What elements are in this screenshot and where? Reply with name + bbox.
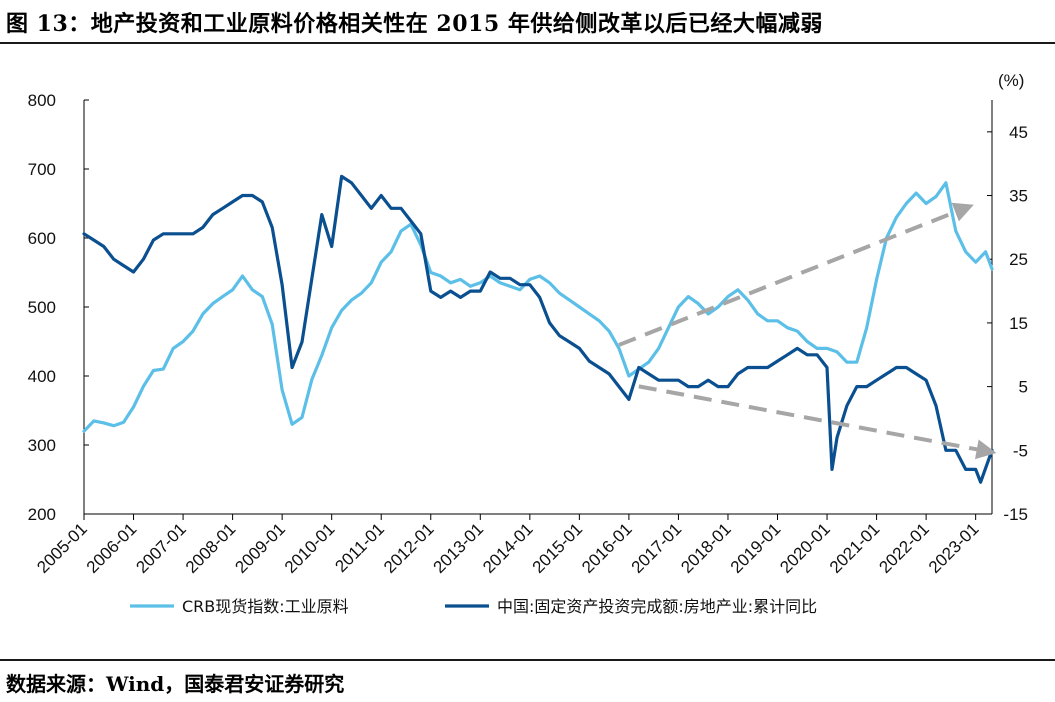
- series-layer: [82, 174, 994, 484]
- left-tick-label: 200: [28, 505, 56, 524]
- crb-series-line: [82, 181, 994, 433]
- legend-label: CRB现货指数:工业原料: [182, 597, 349, 616]
- chart-axes: 200 300 400 500 600 700 800 -15 -5 5 15 25 35 45 (%) 20…: [28, 71, 1028, 577]
- left-tick-label: 800: [28, 91, 56, 110]
- source-rule: [0, 659, 1055, 661]
- x-tick-label: 2012-01: [380, 519, 438, 577]
- x-tick-label: 2014-01: [479, 519, 537, 577]
- trend-arrow-up: [618, 202, 974, 347]
- x-tick-label: 2006-01: [83, 519, 141, 577]
- x-tick-label: 2015-01: [529, 519, 587, 577]
- figure-title: 图 13：地产投资和工业原料价格相关性在 2015 年供给侧改革以后已经大幅减弱: [6, 11, 823, 37]
- right-axis-unit: (%): [998, 71, 1024, 90]
- chart-legend: CRB现货指数:工业原料 中国:固定资产投资完成额:房地产业:累计同比: [130, 597, 817, 616]
- x-tick-label: 2007-01: [132, 519, 190, 577]
- data-source: 数据来源：Wind，国泰君安证券研究: [6, 672, 345, 696]
- title-rule: [0, 42, 1055, 44]
- x-tick-label: 2016-01: [578, 519, 636, 577]
- real-estate-fai-series-line: [82, 174, 994, 484]
- x-tick-label: 2021-01: [826, 519, 884, 577]
- annotation-layer: [618, 202, 997, 460]
- right-tick-label: -5: [1013, 441, 1028, 460]
- x-tick-label: 2020-01: [776, 519, 834, 577]
- trend-arrow-down: [638, 384, 997, 460]
- x-tick-label: 2017-01: [628, 519, 686, 577]
- legend-label: 中国:固定资产投资完成额:房地产业:累计同比: [497, 597, 817, 616]
- right-tick-label: -15: [1003, 505, 1028, 524]
- title-bar: 图 13：地产投资和工业原料价格相关性在 2015 年供给侧改革以后已经大幅减弱: [0, 0, 1055, 44]
- right-tick-label: 15: [1009, 314, 1028, 333]
- x-tick-label: 2023-01: [925, 519, 983, 577]
- x-tick-label: 2018-01: [677, 519, 735, 577]
- x-tick-label: 2008-01: [182, 519, 240, 577]
- line-chart: 200 300 400 500 600 700 800 -15 -5 5 15 25 35 45 (%) 20…: [28, 71, 1028, 616]
- right-tick-label: 35: [1009, 187, 1028, 206]
- x-tick-label: 2010-01: [281, 519, 339, 577]
- left-tick-label: 700: [28, 160, 56, 179]
- left-tick-label: 300: [28, 436, 56, 455]
- x-tick-label: 2019-01: [727, 519, 785, 577]
- left-tick-label: 400: [28, 367, 56, 386]
- right-tick-label: 5: [1019, 378, 1028, 397]
- x-tick-label: 2011-01: [331, 519, 388, 576]
- x-tick-label: 2022-01: [875, 519, 933, 577]
- x-tick-label: 2013-01: [430, 519, 488, 577]
- left-tick-label: 600: [28, 229, 56, 248]
- right-tick-label: 45: [1009, 123, 1028, 142]
- x-tick-label: 2009-01: [231, 519, 289, 577]
- left-tick-label: 500: [28, 298, 56, 317]
- x-tick-label: 2005-01: [33, 519, 91, 577]
- right-tick-label: 25: [1009, 250, 1028, 269]
